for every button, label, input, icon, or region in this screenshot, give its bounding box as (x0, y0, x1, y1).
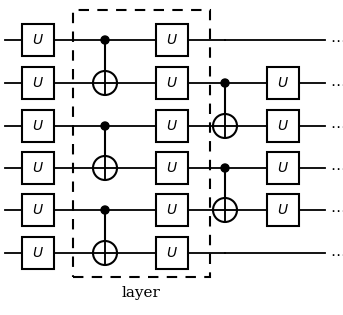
Text: $\cdots$: $\cdots$ (330, 203, 343, 217)
Bar (22, 237, 54, 269)
Text: $U$: $U$ (166, 203, 178, 217)
Text: $U$: $U$ (277, 161, 289, 175)
Bar (267, 194, 299, 226)
Circle shape (101, 206, 109, 214)
Text: $\cdots$: $\cdots$ (330, 118, 343, 134)
Bar (22, 152, 54, 184)
Text: layer: layer (121, 286, 161, 300)
Bar (22, 67, 54, 99)
Bar (22, 24, 54, 56)
Circle shape (213, 198, 237, 222)
Circle shape (221, 164, 229, 172)
Bar (156, 67, 188, 99)
Circle shape (221, 79, 229, 87)
Text: $U$: $U$ (32, 119, 44, 133)
Text: $\cdots$: $\cdots$ (330, 245, 343, 261)
Bar (267, 67, 299, 99)
Text: $\cdots$: $\cdots$ (330, 161, 343, 175)
Circle shape (101, 122, 109, 130)
Circle shape (93, 71, 117, 95)
Circle shape (93, 156, 117, 180)
Text: $\cdots$: $\cdots$ (330, 76, 343, 90)
Bar (156, 24, 188, 56)
Text: $U$: $U$ (166, 161, 178, 175)
Text: $\cdots$: $\cdots$ (330, 32, 343, 48)
Bar (156, 152, 188, 184)
Bar (156, 194, 188, 226)
Bar (267, 110, 299, 142)
Text: $U$: $U$ (277, 76, 289, 90)
Text: $U$: $U$ (32, 33, 44, 47)
Bar (267, 152, 299, 184)
Text: $U$: $U$ (32, 203, 44, 217)
Circle shape (213, 114, 237, 138)
Circle shape (101, 36, 109, 44)
Bar (156, 237, 188, 269)
Bar (22, 194, 54, 226)
Bar (156, 110, 188, 142)
Text: $U$: $U$ (277, 203, 289, 217)
Text: $U$: $U$ (277, 119, 289, 133)
Text: $U$: $U$ (166, 246, 178, 260)
Text: $U$: $U$ (32, 161, 44, 175)
Text: $U$: $U$ (166, 76, 178, 90)
Text: $U$: $U$ (166, 119, 178, 133)
Bar (73, 10, 210, 277)
Text: $U$: $U$ (32, 246, 44, 260)
Text: $U$: $U$ (32, 76, 44, 90)
Bar (22, 110, 54, 142)
Text: $U$: $U$ (166, 33, 178, 47)
Circle shape (93, 241, 117, 265)
